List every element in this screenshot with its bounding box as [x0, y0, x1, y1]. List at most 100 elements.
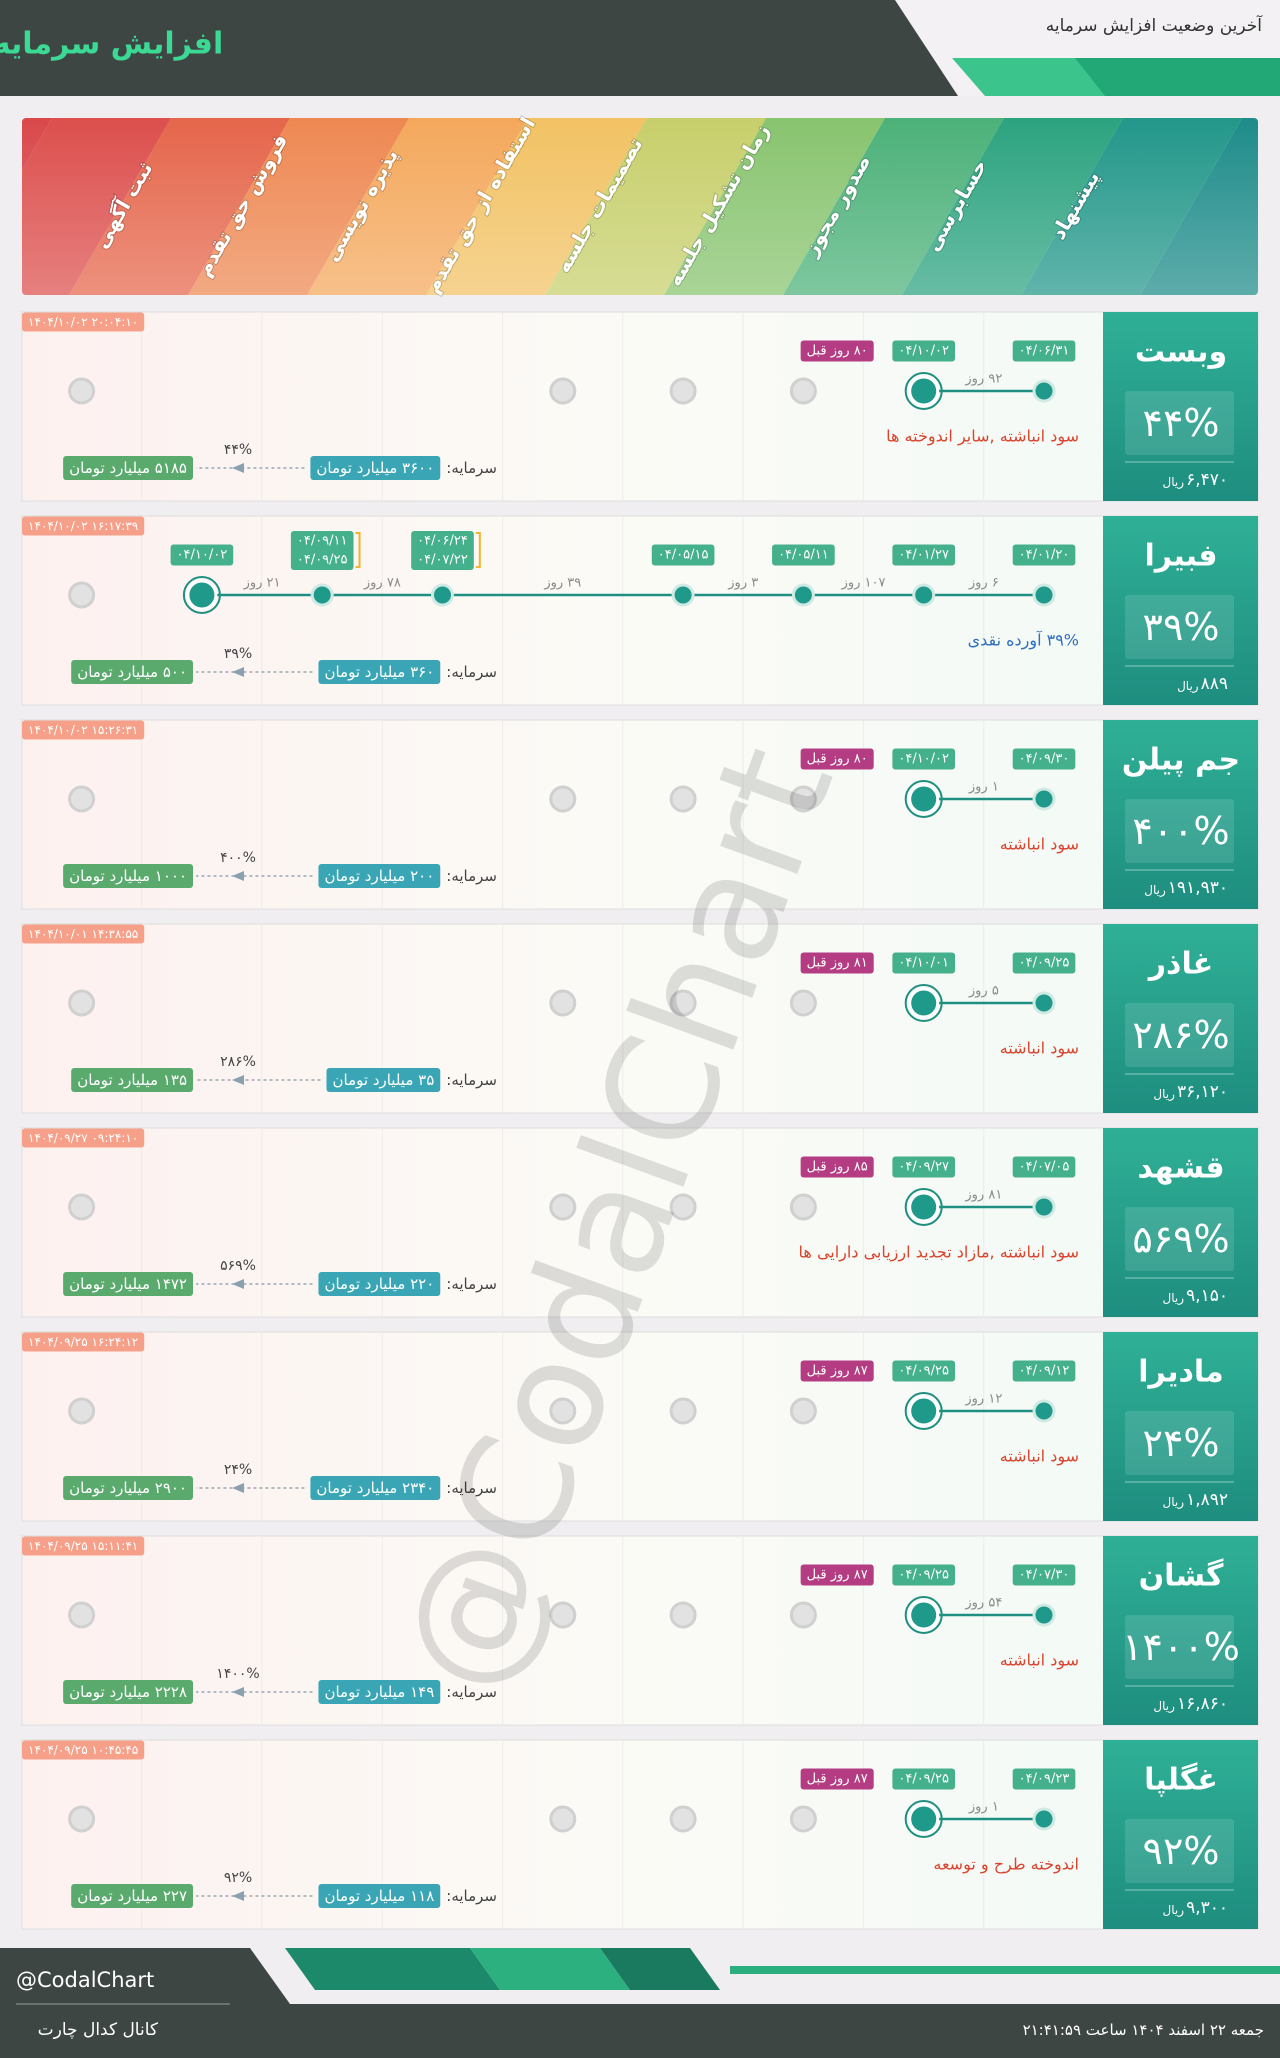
price: ۹,۱۵۰ — [1186, 1286, 1228, 1306]
pending-step — [549, 989, 577, 1017]
timestamp: ۱۴۰۴/۰۹/۲۵ ۱۰:۴۵:۴۵ — [28, 1743, 138, 1757]
increase: ۲۴% — [224, 1462, 252, 1478]
step-date-bg — [411, 531, 474, 570]
symbol: جم پیلن — [1122, 743, 1240, 778]
pending-step — [789, 1805, 817, 1833]
new-capital: ۱۰۰۰ میلیارد تومان — [69, 867, 187, 885]
pending-step — [549, 377, 577, 405]
current-step — [908, 987, 940, 1019]
status: سود انباشته — [1000, 1651, 1079, 1671]
capital-bg — [310, 456, 441, 480]
price: ۱۶,۸۶۰ — [1177, 1694, 1228, 1714]
step-days: ۵ روز — [968, 984, 999, 999]
days-ago-bg — [800, 1768, 874, 1790]
symbol: گشان — [1139, 1558, 1224, 1594]
symbol: غگلپا — [1144, 1762, 1218, 1798]
capital-label: سرمایه: — [446, 1683, 497, 1701]
days-ago: ۸۷ روز قبل — [807, 1568, 868, 1583]
pending-step — [549, 785, 577, 813]
step-date-bg — [1012, 748, 1076, 770]
step-date: ۰۴/۰۱/۲۷ — [898, 548, 949, 563]
step-date-bg — [892, 544, 956, 566]
step-date-bg — [1012, 1360, 1076, 1382]
card — [21, 515, 1259, 706]
step-days: ۳۹ روز — [543, 576, 581, 591]
days-ago-bg — [800, 1564, 874, 1586]
current-step-ring — [182, 576, 221, 614]
step-days: ۵۴ روز — [964, 1596, 1002, 1611]
header-dark — [0, 0, 958, 96]
card — [21, 1535, 1259, 1726]
step-date: ۰۴/۱۰/۰۱ — [898, 956, 949, 971]
current-step — [908, 1395, 940, 1427]
percent-box — [1125, 799, 1234, 863]
step-date: ۰۴/۰۹/۲۵ — [898, 1568, 949, 1583]
step-date: ۰۴/۰۷/۰۵ — [1019, 1160, 1070, 1175]
capital: ۲۰۰ میلیارد تومان — [324, 867, 434, 885]
days-ago: ۸۷ روز قبل — [807, 1364, 868, 1379]
stage-band — [22, 118, 1258, 295]
new-capital-bg — [63, 864, 193, 888]
card-panel — [1103, 1332, 1258, 1521]
timestamp-bg — [22, 924, 145, 944]
pending-step — [549, 1601, 577, 1629]
date-bracket — [475, 532, 481, 568]
percent: ۳۹% — [1143, 605, 1220, 649]
pending-step — [669, 377, 697, 405]
percent-box — [1125, 1615, 1234, 1679]
capital-bg — [318, 1884, 441, 1908]
increase: ۴۴% — [224, 442, 252, 458]
step-date: ۰۴/۰۵/۱۱ — [778, 548, 829, 563]
step-date-bg — [892, 1156, 956, 1178]
capital-arrow-head — [232, 1687, 244, 1697]
days-ago-bg — [800, 340, 874, 362]
symbol: قشهد — [1137, 1151, 1224, 1186]
footer-stripe — [470, 1948, 630, 1990]
days-ago-bg — [800, 952, 874, 974]
percent-box — [1125, 391, 1234, 455]
step-date-bg — [170, 544, 234, 566]
step-date: ۰۴/۰۵/۱۵ — [658, 548, 709, 563]
new-capital-bg — [71, 1884, 193, 1908]
new-capital-bg — [63, 456, 193, 480]
done-step — [1032, 1195, 1056, 1219]
card — [21, 1739, 1259, 1930]
days-ago: ۸۱ روز قبل — [807, 956, 868, 971]
done-step — [1032, 1807, 1056, 1831]
percent-box — [1125, 595, 1234, 659]
currency: ریال — [1153, 1699, 1175, 1714]
percent: ۲۴% — [1143, 1421, 1220, 1465]
pending-step — [669, 1805, 697, 1833]
days-ago: ۸۵ روز قبل — [807, 1160, 868, 1175]
card-panel — [1103, 312, 1258, 501]
current-step-ring — [904, 780, 943, 818]
done-step — [1032, 583, 1056, 607]
capital-arrow-head — [232, 1279, 244, 1289]
increase: ۵۶۹% — [220, 1258, 256, 1274]
step-days: ۱ روز — [968, 1800, 999, 1815]
timestamp: ۱۴۰۴/۱۰/۰۲ ۲۰:۰۴:۱۰ — [28, 315, 138, 329]
percent: ۵۶۹% — [1132, 1217, 1229, 1261]
done-step — [791, 583, 815, 607]
capital: ۳۶۰۰ میلیارد تومان — [316, 459, 434, 477]
symbol: مادیرا — [1138, 1355, 1223, 1390]
footer-channel: کانال کدال چارت — [38, 2020, 159, 2040]
card-panel — [1103, 1536, 1258, 1725]
increase: ۴۰۰% — [220, 850, 256, 866]
price: ۱,۸۹۲ — [1186, 1490, 1228, 1510]
pending-step — [669, 1193, 697, 1221]
step-date: ۰۴/۱۰/۰۲ — [898, 752, 949, 767]
capital: ۲۳۴۰ میلیارد تومان — [316, 1479, 434, 1497]
percent: ۱۴۰۰% — [1122, 1625, 1240, 1669]
step-date: ۰۴/۱۰/۰۲ — [898, 344, 949, 359]
step-days: ۷۸ روز — [363, 576, 401, 591]
step-date: ۰۴/۰۹/۲۵ — [898, 1772, 949, 1787]
status: سود انباشته — [1000, 1447, 1079, 1467]
footer-dark — [0, 1948, 1280, 2058]
timestamp: ۱۴۰۴/۱۰/۰۲ ۱۵:۲۶:۳۱ — [28, 723, 138, 737]
pending-step — [68, 1193, 96, 1221]
currency: ریال — [1153, 1087, 1175, 1102]
stage-band-fade — [22, 118, 1258, 295]
footer-handle: @CodalChart — [16, 1968, 154, 1992]
